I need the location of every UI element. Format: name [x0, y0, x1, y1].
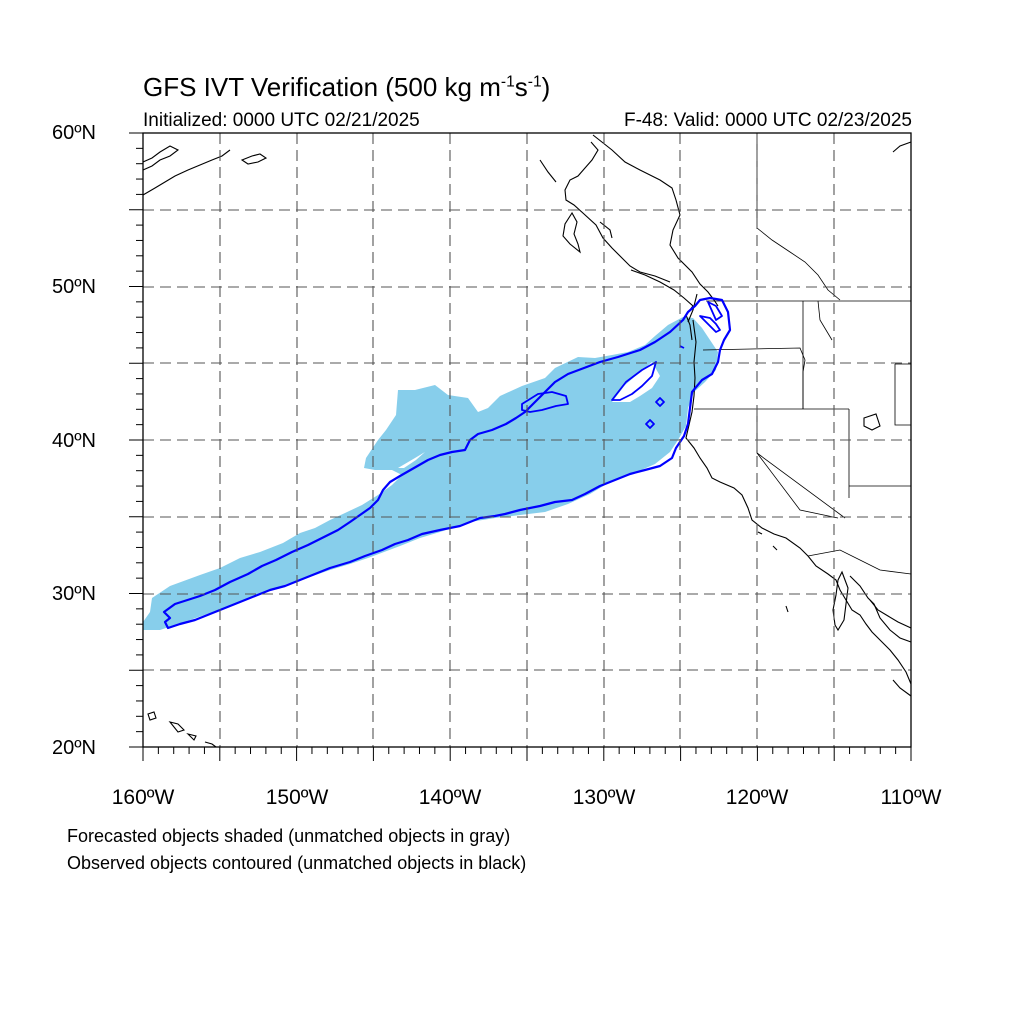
lat-label-30n: 30ºN: [52, 583, 96, 605]
observed-contour-piece: [707, 301, 723, 321]
political-border: [894, 364, 911, 426]
lat-label-60n: 60ºN: [52, 122, 96, 144]
coastline-segment: [785, 605, 789, 613]
lon-label-150w: 150ºW: [265, 786, 329, 809]
coastline-segment: [186, 732, 197, 741]
observed-note: Observed objects contoured (unmatched ob…: [67, 853, 527, 873]
forecast-gap: [612, 362, 660, 402]
political-border: [756, 409, 846, 519]
forecast-object: [143, 317, 718, 630]
coastline-segment: [892, 141, 912, 153]
coastlines-and-borders: [142, 133, 912, 748]
coastline-segment: [685, 319, 912, 685]
valid-time: F-48: Valid: 0000 UTC 02/23/2025: [624, 110, 912, 131]
initialized-time: Initialized: 0000 UTC 02/21/2025: [143, 110, 420, 131]
political-border: [817, 300, 833, 341]
political-border: [702, 347, 806, 409]
coastline-segment: [592, 134, 719, 307]
coastline-segment: [240, 153, 268, 165]
lat-label-20n: 20ºN: [52, 737, 96, 759]
coastline-segment: [869, 599, 912, 629]
observed-contour-piece: [655, 397, 665, 407]
political-border: [756, 452, 839, 519]
coastline-segment: [147, 711, 157, 721]
coastline-segment: [757, 531, 763, 535]
observed-contour-piece: [611, 361, 657, 401]
lon-label-120w: 120ºW: [725, 786, 789, 809]
map-frame: [142, 132, 912, 748]
lat-label-40n: 40ºN: [52, 430, 96, 452]
coastline-segment: [142, 149, 231, 196]
lon-label-160w: 160ºW: [111, 786, 175, 809]
map-title: GFS IVT Verification (500 kg m-1s-1): [143, 72, 551, 102]
axis-ticks: [129, 132, 912, 761]
forecast-note: Forecasted objects shaded (unmatched obj…: [67, 826, 511, 846]
coastline-segment: [849, 575, 912, 643]
coastline-segment: [772, 545, 778, 551]
coastline-segment: [168, 721, 186, 733]
coastline-segment: [142, 145, 180, 171]
lon-label-130w: 130ºW: [572, 786, 636, 809]
observed-contour-piece: [699, 315, 721, 333]
lon-label-110w: 110ºW: [880, 786, 942, 809]
coastline-segment: [204, 741, 217, 748]
observed-contour-piece: [521, 391, 569, 413]
lat-label-50n: 50ºN: [52, 276, 96, 298]
coastline-segment: [892, 679, 912, 697]
coastline-segment: [599, 221, 613, 239]
coastline-segment: [564, 141, 671, 283]
observed-contour-piece: [679, 345, 685, 349]
political-border: [807, 549, 912, 575]
coastline-segment: [687, 293, 698, 323]
lon-label-140w: 140ºW: [418, 786, 482, 809]
coastline-segment: [562, 211, 581, 254]
coastline-segment: [832, 570, 849, 632]
observed-contour-piece: [645, 419, 655, 429]
forecast-ivt-object: [143, 317, 718, 630]
political-border: [756, 227, 841, 301]
lat-lon-gridlines: [143, 133, 911, 747]
coastline-segment: [863, 413, 881, 431]
coastline-segment: [539, 159, 557, 183]
